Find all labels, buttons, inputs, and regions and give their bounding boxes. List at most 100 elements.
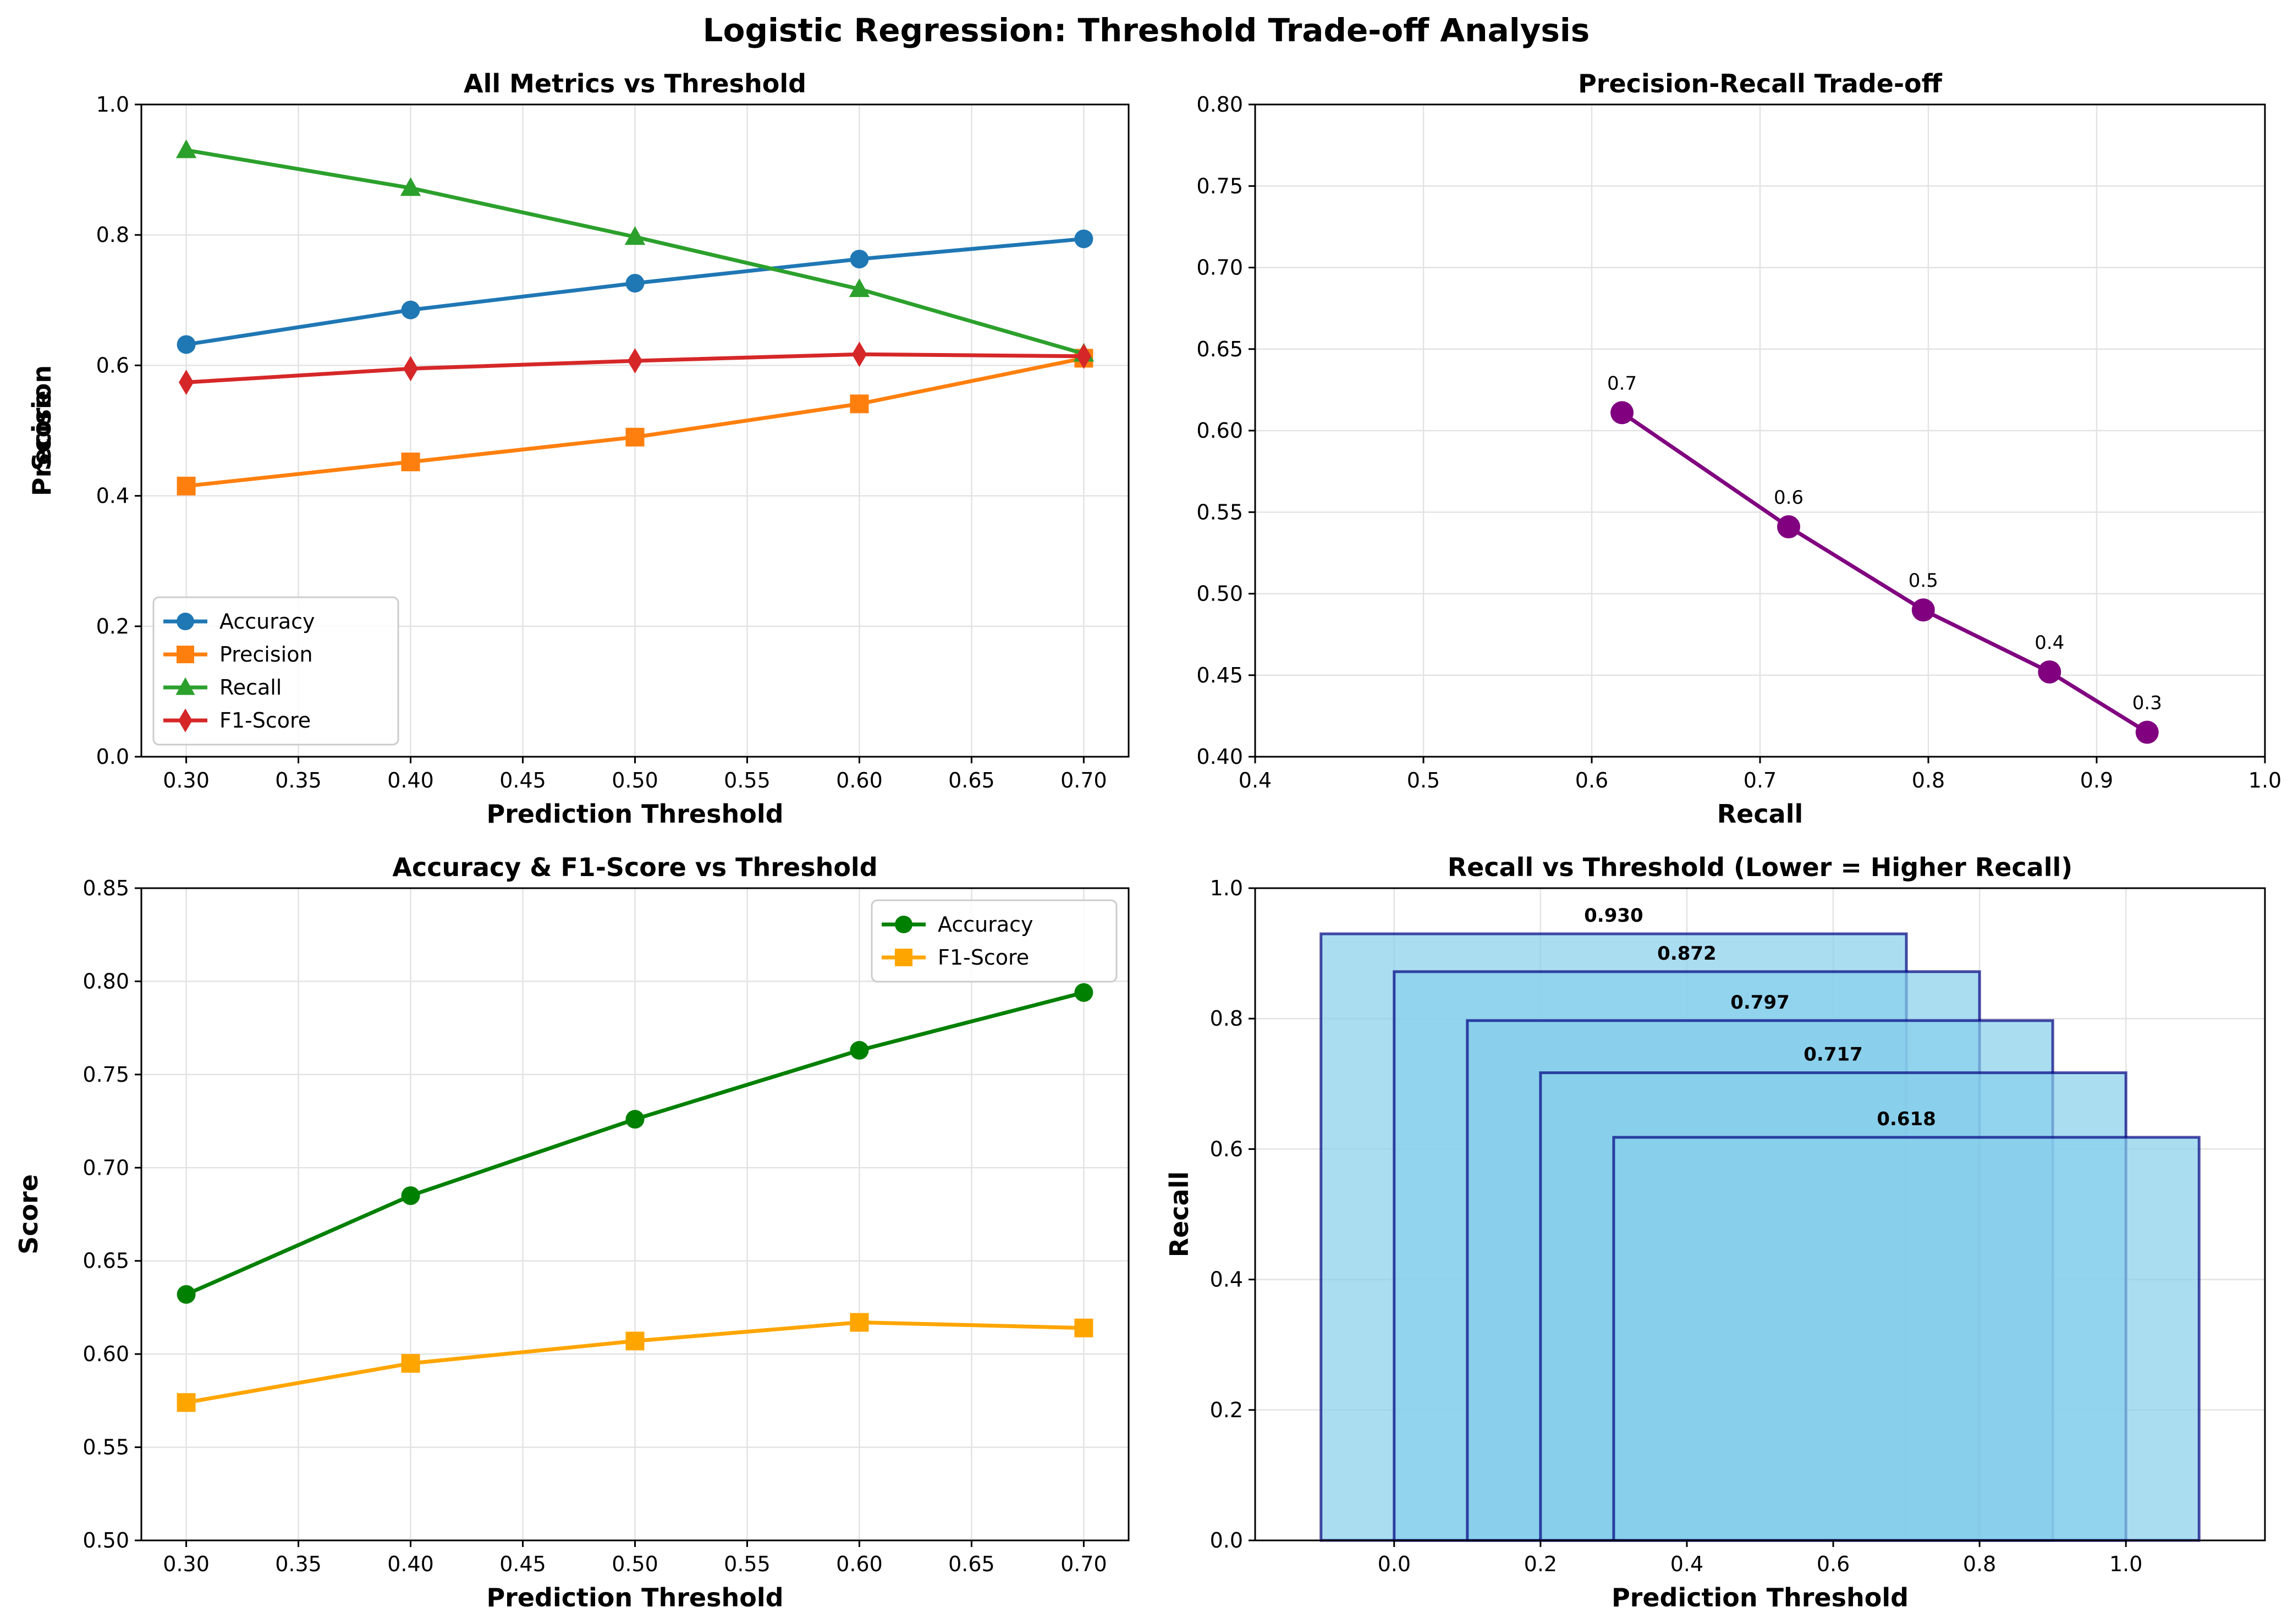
y-tick-label: 0.2 — [96, 614, 129, 638]
legend-label: F1-Score — [938, 945, 1029, 970]
pr-curve-line — [1621, 411, 2148, 734]
data-point-f1-score — [850, 1313, 869, 1332]
y-tick-label: 0.80 — [83, 969, 129, 993]
x-tick-label: 0.30 — [163, 1552, 210, 1576]
data-point-recall — [400, 177, 421, 196]
axes-frame — [1254, 887, 2266, 1542]
recall-bar — [1612, 1136, 2201, 1542]
y-tick-label: 1.0 — [1210, 876, 1243, 900]
data-point-recall — [175, 139, 197, 158]
x-tick-label: 0.50 — [612, 1552, 658, 1576]
chart-panel-3: 0.30 0.35 0.40 0.45 0.50 0.55 0.60 0.65 0.70 0.50… — [14, 852, 1130, 1612]
y-tick-label: 0.6 — [96, 353, 129, 377]
bar-value-label: 0.797 — [1730, 992, 1790, 1014]
pr-point-label: 0.7 — [1607, 372, 1637, 394]
y-tick-label: 0.70 — [83, 1155, 129, 1180]
x-tick-label: 0.8 — [1963, 1552, 1996, 1576]
data-point-accuracy — [850, 250, 869, 269]
legend-label: F1-Score — [219, 708, 311, 733]
data-point-accuracy — [401, 300, 420, 320]
x-tick-label: 0.7 — [1744, 768, 1777, 792]
data-point-f1-score — [177, 1393, 196, 1412]
data-point-f1-score — [403, 356, 419, 382]
pr-point-label: 0.5 — [1909, 570, 1938, 592]
chart-title: Precision-Recall Trade-off — [1578, 69, 1943, 98]
x-tick-label: 0.55 — [724, 1552, 771, 1576]
x-tick-label: 1.0 — [2248, 768, 2281, 792]
legend-box — [871, 899, 1118, 983]
legend-box — [152, 596, 399, 746]
legend: Accuracy Precision Recall F1-Score — [152, 596, 399, 746]
x-tick-label: 0.50 — [612, 768, 658, 792]
chart-panel-2: 0.30.40.50.60.70.4 0.5 0.6 0.7 0.8 0.9 1.00.40… — [27, 69, 2281, 829]
chart-title: Accuracy & F1-Score vs Threshold — [392, 852, 877, 882]
y-tick-label: 0.85 — [83, 876, 129, 900]
x-tick-label: 0.2 — [1524, 1552, 1557, 1576]
y-tick-label: 0.50 — [1196, 582, 1243, 606]
y-tick-label: 0.0 — [96, 745, 129, 769]
pr-point — [2135, 720, 2159, 744]
x-tick-label: 0.9 — [2080, 768, 2113, 792]
y-tick-label: 0.8 — [1210, 1006, 1243, 1031]
data-point-f1-score — [627, 348, 643, 374]
y-tick-label: 0.8 — [96, 223, 129, 247]
y-tick-label: 0.75 — [83, 1063, 129, 1087]
data-point-f1-score — [401, 1354, 420, 1373]
y-tick-label: 0.55 — [83, 1435, 129, 1460]
x-tick-label: 0.70 — [1060, 768, 1107, 792]
data-point-f1-score — [851, 342, 867, 367]
y-tick-label: 0.55 — [1196, 500, 1243, 524]
data-point-accuracy — [1074, 229, 1093, 249]
data-point-recall — [849, 278, 870, 298]
y-tick-label: 0.4 — [1210, 1268, 1243, 1292]
data-point-accuracy — [1074, 983, 1093, 1002]
legend-label: Recall — [219, 675, 282, 700]
y-tick-label: 0.60 — [1196, 419, 1243, 443]
x-axis-label: Recall — [1717, 799, 1803, 829]
y-tick-label: 0.6 — [1210, 1137, 1243, 1161]
data-point-accuracy — [625, 1110, 645, 1129]
y-tick-label: 0.0 — [1210, 1528, 1243, 1553]
data-point-accuracy — [177, 335, 196, 354]
bar-value-label: 0.930 — [1584, 905, 1643, 927]
data-point-accuracy — [850, 1041, 869, 1060]
pr-point-label: 0.6 — [1774, 487, 1803, 509]
data-point-accuracy — [401, 1186, 420, 1205]
charts-area: 0.30 0.35 0.40 0.45 0.50 0.55 0.60 0.65 0.700.00… — [14, 69, 2281, 1612]
legend-marker — [177, 613, 194, 630]
bar-value-label: 0.717 — [1803, 1044, 1863, 1066]
x-tick-label: 0.30 — [163, 768, 210, 792]
pr-point — [1610, 401, 1634, 425]
x-tick-label: 0.6 — [1817, 1552, 1850, 1576]
x-tick-label: 0.40 — [387, 1552, 434, 1576]
data-point-f1-score — [1076, 343, 1092, 369]
data-point-accuracy — [177, 1285, 196, 1304]
x-tick-label: 0.45 — [499, 1552, 546, 1576]
y-tick-label: 0.40 — [1196, 745, 1243, 769]
x-tick-label: 0.45 — [499, 768, 546, 792]
data-point-f1-score — [625, 1331, 645, 1351]
legend-label: Precision — [219, 642, 313, 667]
x-tick-label: 1.0 — [2109, 1552, 2142, 1576]
x-tick-label: 0.40 — [387, 768, 434, 792]
legend-label: Accuracy — [219, 609, 315, 634]
y-tick-label: 0.60 — [83, 1342, 129, 1366]
y-tick-label: 0.65 — [83, 1249, 129, 1273]
figure-title: Logistic Regression: Threshold Trade-off… — [703, 12, 1590, 49]
y-tick-label: 0.75 — [1196, 174, 1243, 198]
x-tick-label: 0.60 — [836, 768, 883, 792]
x-axis-label: Prediction Threshold — [486, 799, 783, 829]
y-tick-label: 0.4 — [96, 484, 129, 508]
y-axis-label: Score — [27, 390, 57, 471]
y-axis-label: Recall — [1164, 1171, 1194, 1257]
y-axis-label: Precision — [27, 365, 57, 496]
y-axis-label: Score — [14, 1174, 43, 1254]
data-point-f1-score — [178, 370, 194, 395]
legend-marker — [175, 677, 195, 695]
y-tick-label: 0.45 — [1196, 663, 1243, 687]
pr-point — [1911, 598, 1935, 622]
legend-marker — [895, 916, 912, 933]
legend: Accuracy F1-Score — [871, 899, 1118, 983]
pr-point-label: 0.3 — [2132, 692, 2162, 714]
